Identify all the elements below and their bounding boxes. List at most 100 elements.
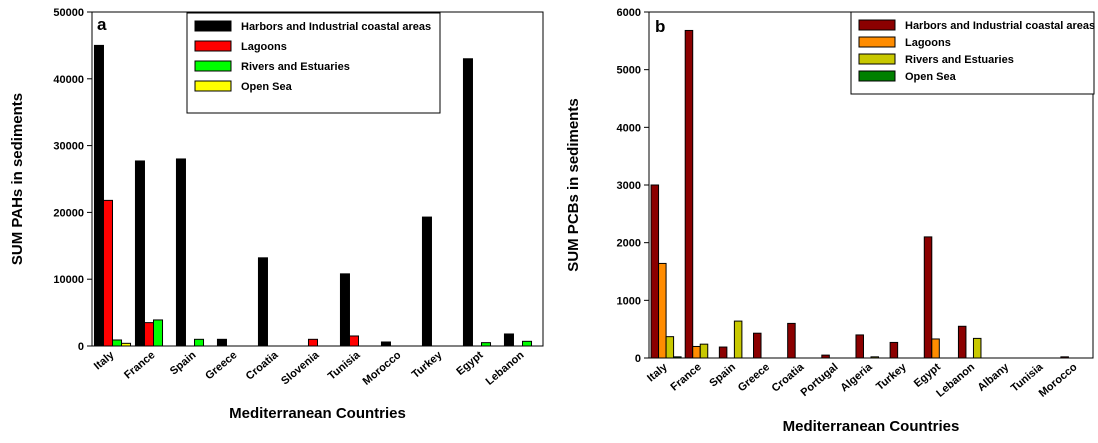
bar <box>94 45 103 346</box>
x-tick-label: Lebanon <box>484 349 527 388</box>
bar <box>700 344 708 358</box>
bar <box>122 343 131 346</box>
legend-swatch <box>859 20 895 30</box>
y-tick-label: 5000 <box>617 65 641 77</box>
x-tick-label: Morocco <box>1037 361 1080 400</box>
bar <box>719 347 727 358</box>
bar <box>871 357 879 358</box>
y-tick-label: 2000 <box>617 238 641 250</box>
legend-label: Lagoons <box>241 41 287 53</box>
bar <box>482 343 491 346</box>
chart-panel-a: 0 10000 20000 30000 40000 50000 Italy France Spa… <box>9 7 543 422</box>
panel-letter: b <box>655 17 665 36</box>
x-tick-label: Turkey <box>410 349 445 381</box>
bar <box>113 340 122 346</box>
panel-letter: a <box>97 15 107 34</box>
bar <box>924 237 932 358</box>
bar <box>176 159 185 346</box>
bar <box>659 263 667 358</box>
bar <box>504 334 513 346</box>
x-tick-label: Portugal <box>799 361 841 399</box>
bar <box>217 339 226 346</box>
x-axis-title: Mediterranean Countries <box>783 418 960 435</box>
x-tick-label: Egypt <box>454 349 485 378</box>
y-tick-label: 40000 <box>53 74 84 86</box>
legend-label: Harbors and Industrial coastal areas <box>241 21 431 33</box>
bar <box>685 30 693 358</box>
legend-label: Rivers and Estuaries <box>905 54 1014 66</box>
legend-swatch <box>859 54 895 64</box>
legend-swatch <box>859 37 895 47</box>
x-tick-label: Greece <box>736 361 772 394</box>
bar <box>463 59 472 346</box>
y-axis-title: SUM PCBs in sediments <box>565 98 582 271</box>
bar <box>666 337 674 358</box>
y-tick-label: 50000 <box>53 7 84 19</box>
legend-swatch <box>195 41 231 51</box>
bar <box>754 333 762 358</box>
x-tick-label: Spain <box>168 349 199 378</box>
y-tick-label: 30000 <box>53 141 84 153</box>
bar <box>258 258 267 346</box>
bar <box>674 357 682 358</box>
bar <box>135 161 144 346</box>
bar <box>890 342 898 358</box>
bar <box>856 335 864 358</box>
bar <box>788 323 796 358</box>
bar <box>340 274 349 346</box>
legend-label: Open Sea <box>241 81 293 93</box>
y-tick-label: 6000 <box>617 7 641 19</box>
x-tick-label: Croatia <box>244 349 281 383</box>
bar <box>381 342 390 346</box>
legend-swatch <box>859 71 895 81</box>
legend-label: Lagoons <box>905 37 951 49</box>
legend-label: Rivers and Estuaries <box>241 61 350 73</box>
x-tick-label: Spain <box>707 361 738 390</box>
x-tick-label: Morocco <box>361 349 404 388</box>
bar <box>973 338 981 358</box>
bar <box>154 320 163 346</box>
bar <box>693 346 701 358</box>
x-tick-label: France <box>122 349 157 381</box>
legend-label: Harbors and Industrial coastal areas <box>905 20 1095 32</box>
bar <box>958 326 966 358</box>
x-axis-title: Mediterranean Countries <box>229 405 406 422</box>
y-tick-label: 0 <box>635 353 641 365</box>
x-tick-label: Albany <box>975 361 1011 394</box>
bar <box>308 339 317 346</box>
bar <box>349 336 358 346</box>
x-tick-label: Italy <box>645 361 670 385</box>
x-tick-label: Slovenia <box>279 349 322 388</box>
x-tick-label: Lebanon <box>934 361 977 400</box>
y-tick-label: 4000 <box>617 122 641 134</box>
bar <box>734 321 742 358</box>
y-tick-label: 1000 <box>617 295 641 307</box>
x-tick-label: Italy <box>92 349 117 373</box>
bar <box>822 355 830 358</box>
bar <box>523 341 532 346</box>
bar <box>103 200 112 346</box>
legend-swatch <box>195 61 231 71</box>
legend-label: Open Sea <box>905 71 957 83</box>
bar <box>932 339 940 358</box>
x-tick-label: Egypt <box>912 361 943 390</box>
bar <box>651 185 659 358</box>
x-tick-label: Turkey <box>874 361 909 393</box>
y-axis-title: SUM PAHs in sediments <box>9 93 26 265</box>
y-tick-label: 10000 <box>53 274 84 286</box>
legend-swatch <box>195 81 231 91</box>
bar <box>1061 357 1069 358</box>
legend-swatch <box>195 21 231 31</box>
bar <box>144 323 153 346</box>
x-tick-label: France <box>669 361 704 393</box>
x-tick-label: Algeria <box>838 361 875 395</box>
y-tick-label: 20000 <box>53 207 84 219</box>
bar <box>195 339 204 346</box>
y-tick-label: 3000 <box>617 180 641 192</box>
y-tick-label: 0 <box>78 341 84 353</box>
x-tick-label: Greece <box>203 349 239 382</box>
x-tick-label: Tunisia <box>326 349 363 383</box>
bar <box>422 217 431 346</box>
